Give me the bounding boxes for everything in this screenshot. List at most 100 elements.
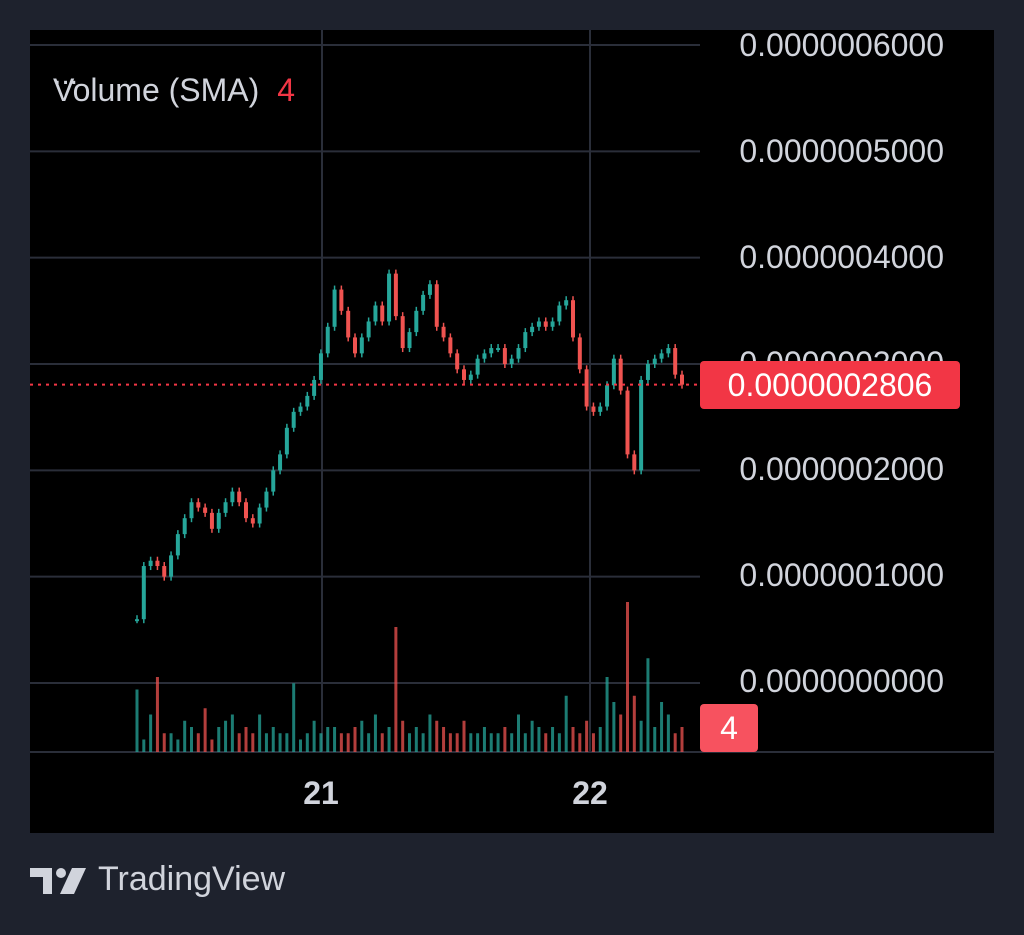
candle-body xyxy=(509,358,514,364)
candle-body xyxy=(264,491,269,508)
volume-bar xyxy=(169,733,173,752)
volume-bar xyxy=(319,733,323,752)
volume-bar xyxy=(380,733,384,752)
candle-body xyxy=(318,353,323,380)
volume-bar xyxy=(448,733,452,752)
volume-bar xyxy=(666,714,670,752)
candle-body xyxy=(196,502,201,508)
volume-bar xyxy=(196,733,200,752)
price-axis-label: 0.0000001000 xyxy=(739,557,944,593)
candle-body xyxy=(366,321,371,338)
volume-bar xyxy=(190,727,193,752)
volume-bar xyxy=(537,727,541,752)
brand-name: TradingView xyxy=(98,860,286,898)
volume-bar xyxy=(680,727,684,752)
candle-body xyxy=(496,348,501,351)
volume-bar xyxy=(373,714,377,752)
volume-bar xyxy=(387,727,391,752)
volume-bar xyxy=(210,739,214,752)
candle-body xyxy=(611,358,616,386)
volume-bar xyxy=(421,733,425,752)
candle-body xyxy=(673,348,678,375)
volume-bar xyxy=(496,733,500,752)
candle-body xyxy=(189,502,194,519)
candle-body xyxy=(359,337,364,354)
candle-body xyxy=(564,300,569,306)
volume-bar xyxy=(326,727,330,752)
candle-body xyxy=(645,364,650,380)
volume-bar xyxy=(462,720,466,752)
volume-bar xyxy=(585,720,589,752)
volume-bar xyxy=(237,733,241,752)
price-axis-label: 0.0000000000 xyxy=(739,663,944,699)
candle-body xyxy=(244,502,248,519)
candle-body xyxy=(666,348,671,354)
volume-bar xyxy=(360,720,364,752)
candle-body xyxy=(652,358,657,364)
candle-body xyxy=(339,289,344,311)
candle-body xyxy=(577,337,582,370)
price-axis-label: 0.0000005000 xyxy=(739,133,944,169)
volume-bar xyxy=(394,627,398,752)
candle-body xyxy=(332,289,337,327)
volume-badge: 4 xyxy=(700,704,758,752)
candle-body xyxy=(516,348,521,359)
volume-bar xyxy=(312,720,316,752)
volume-bar xyxy=(578,733,582,752)
candle-body xyxy=(530,326,535,333)
volume-bar xyxy=(203,708,207,752)
volume-bar xyxy=(544,733,548,752)
candle-body xyxy=(659,353,664,359)
candle-body xyxy=(523,332,528,349)
candle-body xyxy=(407,332,412,349)
volume-bar xyxy=(557,733,561,752)
volume-bar xyxy=(333,727,337,752)
candle-body xyxy=(216,512,221,529)
candle-body xyxy=(455,353,460,370)
candle-body xyxy=(625,390,630,455)
candle-body xyxy=(312,379,317,396)
volume-bar xyxy=(271,727,275,752)
candle-body xyxy=(605,385,610,407)
volume-bar xyxy=(591,733,595,752)
candle-body xyxy=(155,560,160,567)
candle-body xyxy=(421,294,426,311)
legend-collapse-dots[interactable]: ... xyxy=(53,58,79,91)
candle-body xyxy=(135,619,139,622)
volume-bar xyxy=(469,733,473,752)
candle-body xyxy=(284,427,289,455)
volume-bar xyxy=(482,727,486,752)
candle-body xyxy=(373,305,378,322)
candle-body xyxy=(353,337,357,354)
candle-body xyxy=(571,300,575,338)
volume-bar xyxy=(183,720,187,752)
volume-bar xyxy=(278,733,282,752)
candle-body xyxy=(598,406,603,412)
candle-body xyxy=(550,321,555,327)
price-axis-label: 0.0000002000 xyxy=(739,451,944,487)
time-axis-label: 22 xyxy=(572,775,608,811)
brand[interactable]: TradingView xyxy=(30,860,285,899)
volume-bar xyxy=(653,727,657,752)
time-axis-label: 21 xyxy=(303,775,339,811)
candle-body xyxy=(489,348,494,354)
volume-bar xyxy=(258,714,262,752)
candle-body xyxy=(203,507,208,513)
candle-body xyxy=(257,507,262,524)
price-chart[interactable] xyxy=(30,30,994,833)
candle-body xyxy=(536,321,541,327)
candle-body xyxy=(462,369,466,380)
volume-bar xyxy=(517,714,520,752)
volume-bar xyxy=(476,733,480,752)
candle-body xyxy=(632,454,637,471)
volume-bar xyxy=(442,727,446,752)
volume-bar xyxy=(428,714,432,752)
volume-bar xyxy=(455,733,459,752)
chart-frame[interactable]: Volume (SMA) 4 ... 0.0000006000 0.000000… xyxy=(30,30,994,833)
candle-body xyxy=(346,310,351,338)
candle-body xyxy=(387,273,392,322)
volume-bar xyxy=(244,727,248,752)
volume-bar xyxy=(299,739,302,752)
candle-body xyxy=(448,337,453,354)
candle-body xyxy=(557,305,562,322)
